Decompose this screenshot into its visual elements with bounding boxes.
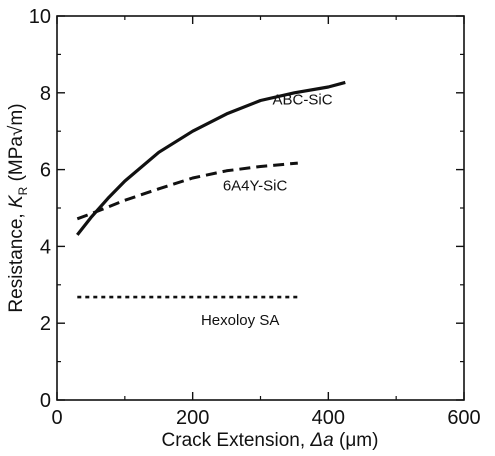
x-tick-label: 200 [176, 407, 209, 429]
series-line-6a4y-sic [76, 161, 298, 221]
series-labels: ABC-SiC 6A4Y-SiC Hexoloy SA [201, 91, 333, 329]
x-tick-label: 0 [51, 407, 62, 429]
y-tick-label: 6 [40, 160, 51, 182]
y-tick-label: 4 [40, 236, 51, 258]
plot-frame [56, 15, 465, 401]
y-tick-label: 0 [40, 390, 51, 412]
axis-ticks: 0 200 400 600 0 2 4 6 8 10 [29, 6, 481, 429]
x-tick-label: 600 [447, 407, 480, 429]
y-tick-label: 8 [40, 83, 51, 105]
series-label-6a4y-sic: 6A4Y-SiC [223, 178, 288, 195]
data-series [76, 80, 346, 299]
series-label-hexoloy-sa: Hexoloy SA [201, 312, 279, 329]
plot-axes [56, 15, 465, 401]
y-axis-title: Resistance, KR (MPa√m) [6, 103, 30, 312]
x-axis-title: Crack Extension, Δa (μm) [162, 430, 379, 451]
x-tick-label: 400 [312, 407, 345, 429]
series-line-abc-sic [76, 80, 346, 236]
y-tick-label: 2 [40, 313, 51, 335]
y-tick-label: 10 [29, 6, 51, 28]
series-label-abc-sic: ABC-SiC [273, 91, 333, 108]
